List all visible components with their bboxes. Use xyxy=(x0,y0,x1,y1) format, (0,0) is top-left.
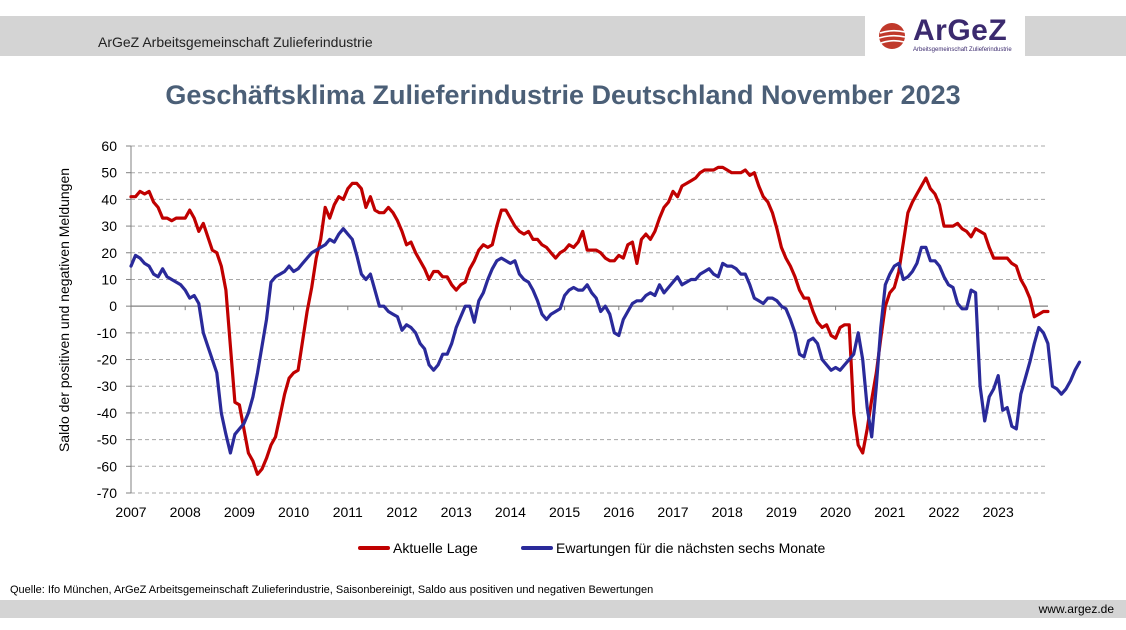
y-tick-label: -30 xyxy=(97,378,117,394)
legend-swatch-expectations xyxy=(521,546,553,550)
legend-label-current: Aktuelle Lage xyxy=(393,540,478,556)
y-tick-label: -60 xyxy=(97,458,117,474)
y-tick-label: 0 xyxy=(109,298,117,314)
series-line-aktuelle-lage xyxy=(129,165,1050,476)
x-tick-label: 2020 xyxy=(820,504,851,520)
source-note: Quelle: Ifo München, ArGeZ Arbeitsgemein… xyxy=(10,584,654,596)
x-tick-label: 2011 xyxy=(333,504,363,520)
x-tick-label: 2008 xyxy=(170,504,201,520)
x-tick-label: 2017 xyxy=(657,504,688,520)
legend-label-expectations: Ewartungen für die nächsten sechs Monate xyxy=(556,540,826,556)
y-tick-label: -40 xyxy=(97,405,117,421)
y-tick-label: -20 xyxy=(97,352,117,368)
x-tick-label: 2009 xyxy=(224,504,255,520)
y-tick-label: 30 xyxy=(101,218,117,234)
y-tick-label: -50 xyxy=(97,432,117,448)
x-tick-label: 2012 xyxy=(386,504,417,520)
y-tick-label: -70 xyxy=(97,485,117,501)
x-tick-label: 2018 xyxy=(712,504,743,520)
logo-text: ArGeZ xyxy=(913,14,1008,47)
x-tick-label: 2022 xyxy=(928,504,959,520)
x-tick-label: 2013 xyxy=(441,504,472,520)
x-tick-label: 2021 xyxy=(874,504,905,520)
x-tick-label: 2007 xyxy=(115,504,146,520)
x-tick-label: 2016 xyxy=(603,504,634,520)
logo-globe-icon xyxy=(878,23,906,49)
x-tick-label: 2023 xyxy=(983,504,1014,520)
y-tick-label: 20 xyxy=(101,245,117,261)
legend-swatch-current xyxy=(358,546,390,550)
legend-item-expectations: Ewartungen für die nächsten sechs Monate xyxy=(521,540,825,556)
x-tick-label: 2010 xyxy=(278,504,309,520)
legend-item-current: Aktuelle Lage xyxy=(358,540,478,556)
footer-band: www.argez.de xyxy=(0,600,1126,618)
argez-logo: ArGeZ Arbeitsgemeinschaft Zulieferindust… xyxy=(865,13,1025,59)
series-line-erwartungen xyxy=(129,227,1082,455)
y-tick-label: 50 xyxy=(101,165,117,181)
y-tick-label: -10 xyxy=(97,325,117,341)
x-tick-label: 2014 xyxy=(495,504,526,520)
website-url[interactable]: www.argez.de xyxy=(1038,602,1114,616)
logo-subtext: Arbeitsgemeinschaft Zulieferindustrie xyxy=(913,47,1012,53)
y-tick-label: 40 xyxy=(101,191,117,207)
x-tick-label: 2015 xyxy=(549,504,580,520)
y-tick-label: 60 xyxy=(101,138,117,154)
x-tick-label: 2019 xyxy=(766,504,797,520)
y-tick-label: 10 xyxy=(101,271,117,287)
chart-title: Geschäftsklima Zulieferindustrie Deutsch… xyxy=(165,80,961,110)
organization-name: ArGeZ Arbeitsgemeinschaft Zulieferindust… xyxy=(98,34,373,50)
